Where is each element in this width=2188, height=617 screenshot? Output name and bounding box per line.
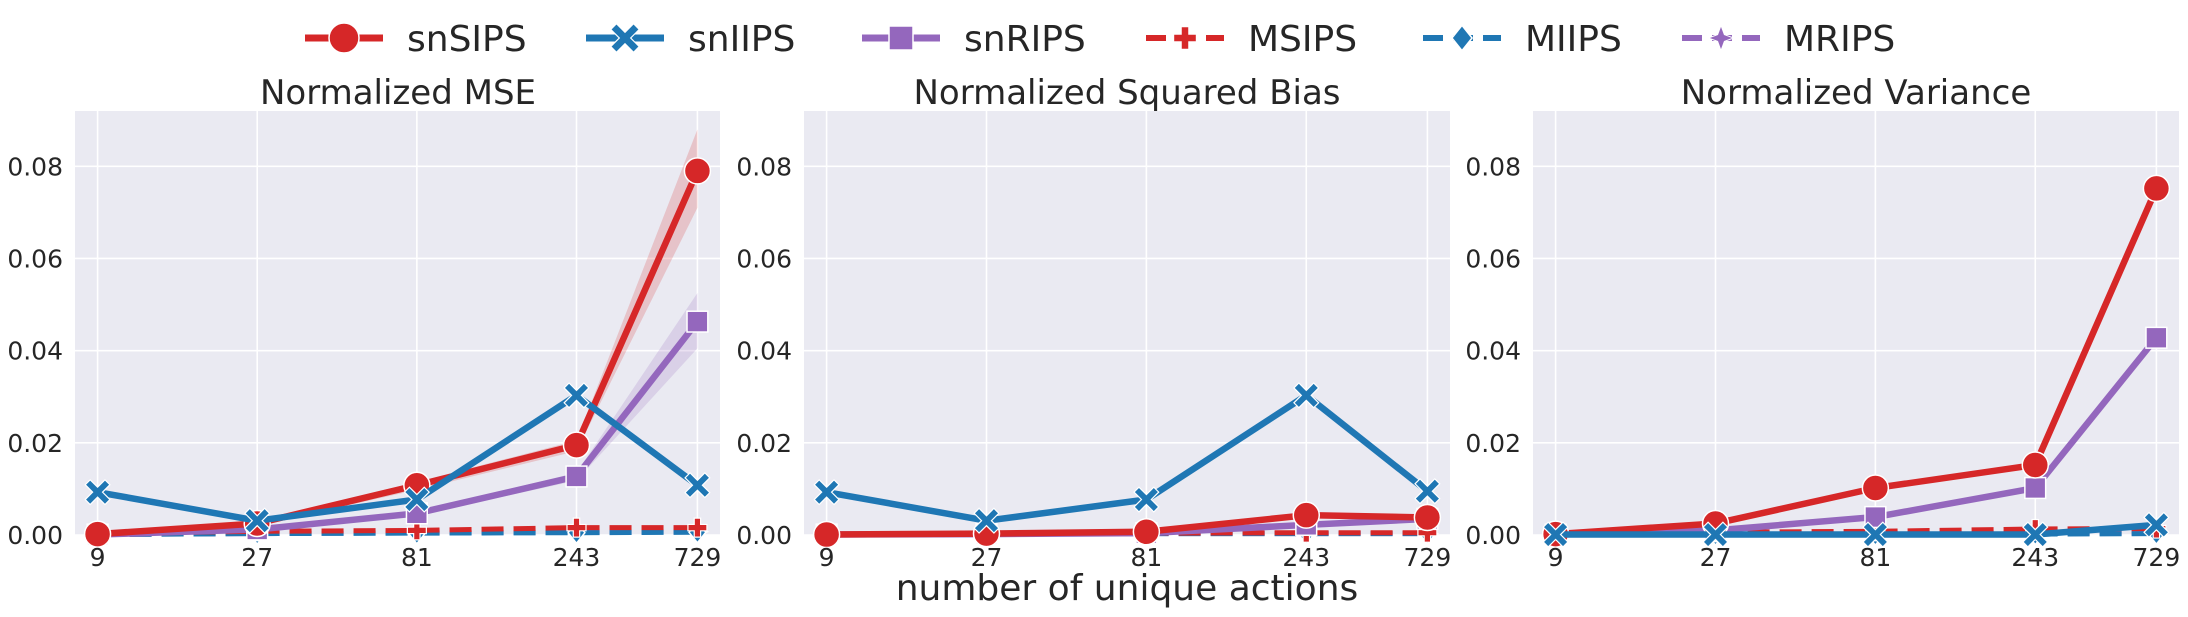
plot-area — [804, 111, 1450, 549]
y-tick-label: 0.06 — [736, 244, 792, 273]
data-point — [1293, 382, 1320, 409]
data-point — [1864, 505, 1887, 529]
series-sniips — [84, 382, 711, 534]
y-tick-label: 0.02 — [1465, 429, 1521, 458]
x-tick-label: 9 — [90, 543, 106, 572]
legend-marker — [1706, 23, 1736, 53]
y-tick-label: 0.08 — [7, 152, 63, 181]
x-tick-label: 243 — [553, 543, 601, 572]
data-point — [562, 431, 591, 459]
data-point — [566, 517, 587, 538]
plot-background — [75, 111, 720, 535]
x-axis-label: number of unique actions — [896, 568, 1359, 609]
data-point — [2024, 476, 2047, 500]
y-tick-label: 0.02 — [736, 429, 792, 458]
y-tick-label: 0.00 — [736, 521, 792, 550]
data-point — [1542, 521, 1569, 548]
x-tick-label: 729 — [674, 543, 722, 572]
y-tick-label: 0.08 — [736, 152, 792, 181]
data-point — [683, 157, 712, 185]
data-point — [83, 520, 112, 548]
data-point — [1413, 503, 1442, 532]
data-point — [1861, 474, 1890, 502]
plot-background — [1533, 111, 2179, 535]
data-point — [1292, 501, 1321, 529]
data-point — [684, 472, 711, 499]
x-tick-label: 243 — [1282, 543, 1330, 572]
legend-item-sniips: snIIPS — [586, 19, 795, 60]
data-point — [813, 478, 840, 506]
x-tick-label: 81 — [1859, 543, 1891, 572]
legend-label: snRIPS — [964, 19, 1086, 60]
x-tick-label: 27 — [971, 543, 1003, 572]
panel-normalized-squared-bias: Normalized Squared Bias 0.00 0.02 0.04 0.06… — [736, 73, 1451, 572]
data-point — [1133, 486, 1160, 513]
plot-area — [1533, 111, 2179, 548]
data-point — [1132, 518, 1161, 546]
data-point — [84, 478, 111, 506]
series-sniips — [1542, 511, 2170, 548]
legend-label: MSIPS — [1248, 19, 1357, 60]
panel-normalized-mse: Normalized MSE 0.00 0.02 0.04 0.06 0.08 9 27 81… — [7, 73, 721, 572]
x-tick-label: 729 — [2133, 543, 2181, 572]
data-point — [2145, 326, 2168, 349]
legend: snSIPS snIIPS snRIPS MSIPS MIIPS MRIPS — [305, 19, 1895, 60]
x-tick-label: 81 — [1130, 543, 1162, 572]
y-tick-label: 0.06 — [7, 244, 63, 273]
data-point — [973, 507, 1000, 534]
plot-background — [804, 111, 1450, 535]
data-point — [406, 520, 427, 541]
legend-label: snSIPS — [407, 19, 527, 60]
y-tick-label: 0.08 — [1465, 152, 1521, 181]
data-point — [686, 310, 709, 333]
data-point — [2022, 521, 2049, 548]
data-point — [1702, 521, 1729, 548]
x-tick-label: 729 — [1404, 543, 1452, 572]
data-point — [2143, 511, 2170, 539]
panel-title: Normalized Variance — [1681, 73, 2032, 113]
panel-title: Normalized Squared Bias — [913, 73, 1340, 113]
data-point — [403, 486, 431, 513]
legend-marker — [1172, 26, 1198, 51]
legend-item-msips: MSIPS — [1146, 19, 1357, 60]
x-tick-label: 27 — [241, 543, 273, 572]
series-sniips — [813, 382, 1441, 534]
data-point — [244, 507, 271, 534]
data-point — [1862, 521, 1889, 548]
x-tick-label: 243 — [2011, 543, 2059, 572]
data-point — [2021, 451, 2050, 479]
y-tick-label: 0.02 — [7, 429, 63, 458]
legend-item-mrips: MRIPS — [1682, 19, 1895, 60]
data-point — [1414, 478, 1441, 505]
y-tick-label: 0.04 — [736, 337, 792, 366]
data-point — [563, 382, 590, 409]
legend-label: MRIPS — [1784, 19, 1895, 60]
legend-label: snIIPS — [688, 19, 795, 60]
y-tick-label: 0.04 — [1465, 337, 1521, 366]
legend-marker — [328, 22, 360, 54]
x-tick-label: 9 — [1548, 543, 1564, 572]
data-point — [2142, 174, 2171, 203]
legend-marker — [609, 22, 641, 54]
y-tick-label: 0.04 — [7, 337, 63, 366]
data-point — [565, 465, 588, 488]
legend-item-snrips: snRIPS — [862, 19, 1086, 60]
data-point — [812, 520, 841, 549]
x-tick-label: 81 — [401, 543, 433, 572]
legend-marker — [1450, 24, 1474, 52]
legend-item-snsips: snSIPS — [305, 19, 527, 60]
y-tick-label: 0.00 — [1465, 521, 1521, 550]
plot-area — [75, 111, 720, 548]
x-tick-label: 27 — [1700, 543, 1732, 572]
x-tick-label: 9 — [819, 543, 835, 572]
legend-label: MIIPS — [1525, 19, 1622, 60]
panel-normalized-variance: Normalized Variance 0.00 0.02 0.04 0.06 0.08… — [1465, 73, 2180, 572]
y-tick-label: 0.00 — [7, 521, 63, 550]
panel-title: Normalized MSE — [260, 73, 536, 113]
data-point — [687, 517, 708, 538]
legend-marker — [888, 25, 914, 51]
y-tick-label: 0.06 — [1465, 244, 1521, 273]
legend-item-miips: MIIPS — [1423, 19, 1622, 60]
